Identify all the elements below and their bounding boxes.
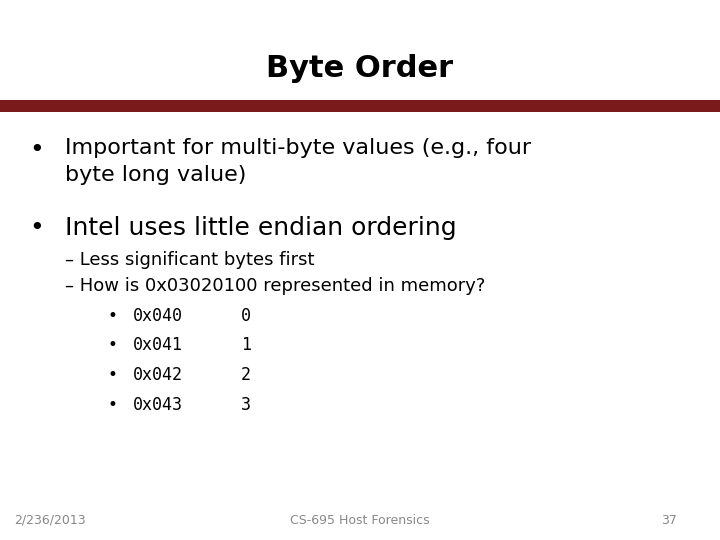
Text: Important for multi-byte values (e.g., four: Important for multi-byte values (e.g., f… — [65, 138, 531, 158]
Text: – Less significant bytes first: – Less significant bytes first — [65, 251, 315, 269]
Text: •: • — [29, 216, 43, 240]
Text: 0x041: 0x041 — [133, 336, 183, 354]
Text: •: • — [29, 138, 43, 161]
Text: 3: 3 — [241, 396, 251, 414]
Text: •: • — [108, 366, 118, 384]
Text: CS-695 Host Forensics: CS-695 Host Forensics — [290, 514, 430, 526]
Text: •: • — [108, 396, 118, 414]
Text: Intel uses little endian ordering: Intel uses little endian ordering — [65, 216, 456, 240]
Text: 2/236/2013: 2/236/2013 — [14, 514, 86, 526]
Text: 37: 37 — [661, 514, 677, 526]
Text: 0x042: 0x042 — [133, 366, 183, 384]
Text: •: • — [108, 307, 118, 325]
Text: 0x040: 0x040 — [133, 307, 183, 325]
Text: 0x043: 0x043 — [133, 396, 183, 414]
Text: 2: 2 — [241, 366, 251, 384]
Text: Byte Order: Byte Order — [266, 54, 454, 83]
Text: 1: 1 — [241, 336, 251, 354]
Text: – How is 0x03020100 represented in memory?: – How is 0x03020100 represented in memor… — [65, 277, 485, 295]
Bar — [0, 100, 720, 112]
Text: •: • — [108, 336, 118, 354]
Text: 0: 0 — [241, 307, 251, 325]
Text: byte long value): byte long value) — [65, 165, 246, 185]
